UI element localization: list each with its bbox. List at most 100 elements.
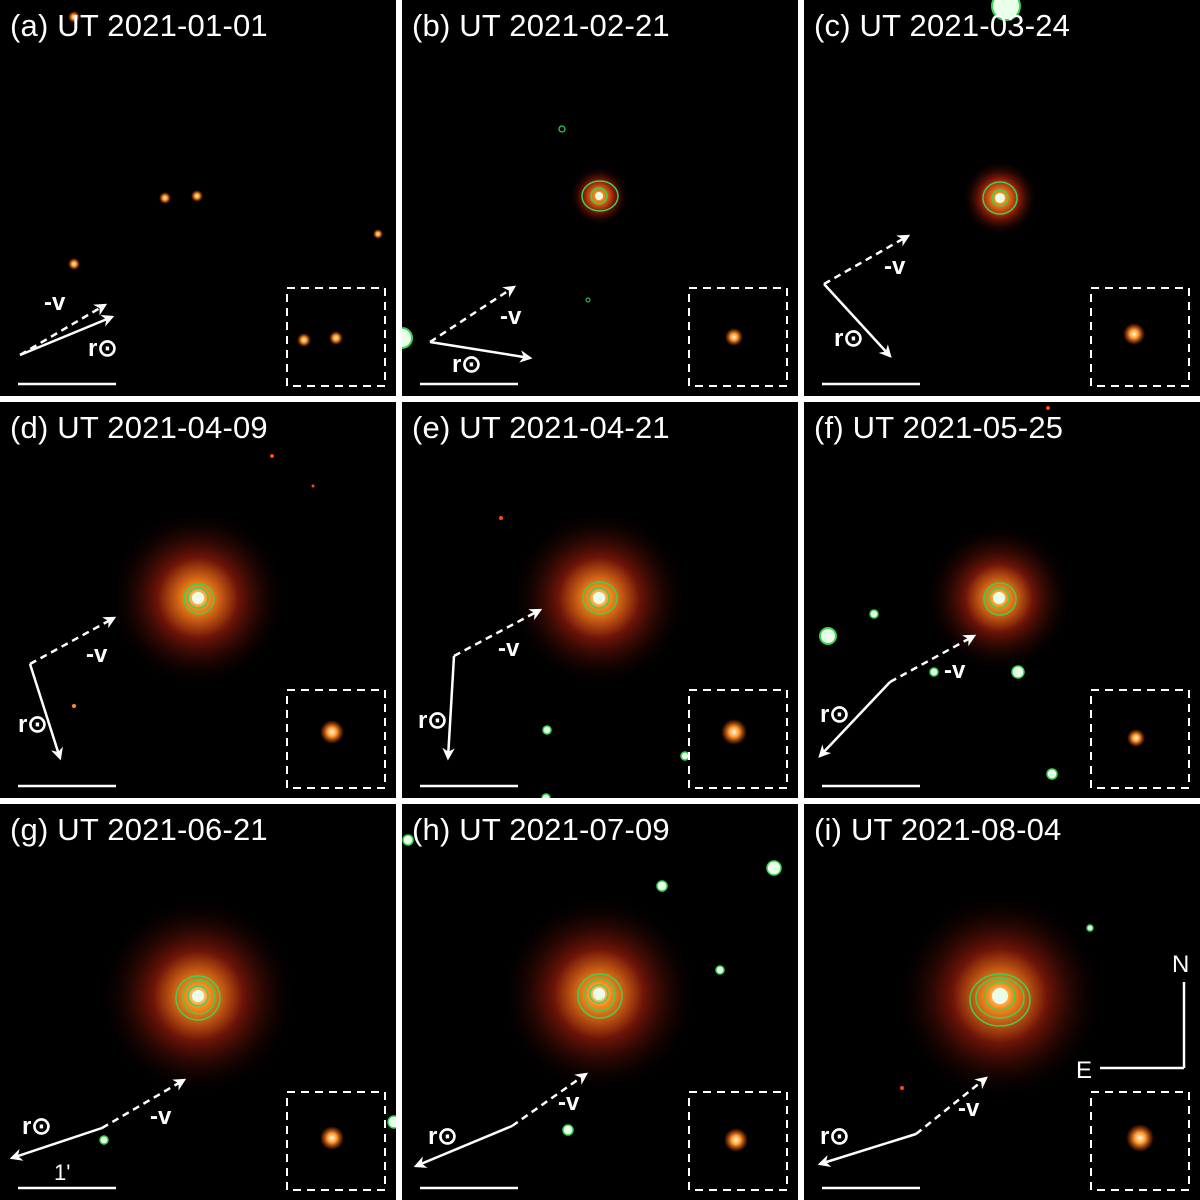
- velocity-label: -v: [958, 1095, 980, 1122]
- panel-g-date-label: (g) UT 2021-06-21: [10, 812, 268, 847]
- panel-e-date-label: (e) UT 2021-04-21: [412, 410, 670, 445]
- inset-comet: [1127, 729, 1145, 747]
- brightness-contour: [988, 587, 1010, 609]
- panel-e: -v r⊙ (e) UT 2021-04-21: [402, 402, 798, 798]
- brightness-contour: [183, 583, 215, 615]
- sun-direction-arrow: [429, 340, 533, 363]
- velocity-label: -v: [884, 253, 906, 280]
- star: [900, 1086, 904, 1090]
- inset-comet: [1123, 323, 1145, 345]
- inset-comet: [721, 719, 747, 745]
- brightness-contour: [582, 581, 618, 615]
- star: [869, 609, 879, 619]
- velocity-arrow: [823, 234, 911, 286]
- sun-direction-label: r⊙: [428, 1123, 457, 1150]
- star: [541, 793, 551, 798]
- inset-comet: [725, 328, 743, 346]
- velocity-arrow: [889, 634, 977, 684]
- velocity-label: -v: [500, 303, 522, 330]
- inset-box: [1090, 689, 1190, 789]
- panel-a: -v r⊙ (a) UT 2021-01-01: [0, 0, 396, 396]
- brightness-contour: [588, 587, 610, 609]
- inset-box: [286, 1091, 386, 1191]
- panel-h: -v r⊙ (h) UT 2021-07-09: [402, 804, 798, 1200]
- panel-g-image: -v r⊙ 1': [9, 896, 396, 1191]
- comet-nucleus: [995, 193, 1005, 203]
- velocity-arrow: [429, 285, 517, 344]
- star: [68, 11, 80, 23]
- inset-comet: [1126, 1124, 1154, 1152]
- sun-direction-label: r⊙: [88, 335, 117, 362]
- velocity-label: -v: [944, 657, 966, 684]
- star: [766, 860, 782, 876]
- panel-i: N E -v r⊙ (i) UT 2021-08-04: [804, 804, 1200, 1200]
- sun-direction-label: r⊙: [452, 351, 481, 378]
- sun-direction-label: r⊙: [834, 325, 863, 352]
- star: [656, 880, 668, 892]
- panel-d-date-label: (d) UT 2021-04-09: [10, 410, 268, 445]
- star: [991, 0, 1021, 21]
- brightness-contour: [182, 979, 216, 1015]
- star: [542, 725, 552, 735]
- comet-nucleus: [993, 592, 1005, 604]
- star: [402, 834, 414, 846]
- panel-d-image: -v r⊙: [18, 454, 386, 789]
- panel-c-date-label: (c) UT 2021-03-24: [814, 8, 1071, 43]
- inset-comet: [320, 1126, 344, 1150]
- comet-nucleus: [593, 592, 605, 604]
- star: [562, 1124, 574, 1136]
- inset-box: [688, 287, 788, 387]
- panel-b-date-label: (b) UT 2021-02-21: [412, 8, 670, 43]
- panel-f: -v r⊙ (f) UT 2021-05-25: [804, 402, 1200, 798]
- brightness-contour: [187, 985, 209, 1007]
- brightness-contour: [982, 181, 1018, 215]
- comet-nucleus: [192, 990, 204, 1002]
- panel-b-image: -v r⊙: [402, 125, 788, 387]
- star-contour: [558, 125, 566, 133]
- velocity-label: -v: [86, 641, 108, 668]
- star: [191, 190, 203, 202]
- inset-box: [688, 1091, 788, 1191]
- velocity-label: -v: [150, 1103, 172, 1130]
- star: [819, 627, 837, 645]
- star: [1046, 768, 1058, 780]
- comet-nucleus: [593, 988, 605, 1000]
- star: [68, 258, 80, 270]
- inset-box: [1090, 287, 1190, 387]
- velocity-arrow: [101, 1078, 187, 1130]
- sun-direction-label: r⊙: [22, 1113, 51, 1140]
- inset-box: [1090, 1091, 1190, 1191]
- star: [499, 516, 503, 520]
- brightness-contour: [975, 977, 1025, 1019]
- sun-direction-arrow: [823, 283, 892, 358]
- compass-east-label: E: [1076, 1057, 1092, 1084]
- inset-box: [286, 287, 386, 387]
- star: [311, 484, 315, 488]
- panel-f-image: -v r⊙: [818, 406, 1190, 789]
- inset-star: [297, 333, 311, 347]
- velocity-arrow: [19, 303, 108, 357]
- sun-direction-arrow: [818, 681, 891, 758]
- panel-b: -v r⊙ (b) UT 2021-02-21: [402, 0, 798, 396]
- panel-i-image: N E -v r⊙: [817, 891, 1190, 1191]
- brightness-contour: [969, 973, 1031, 1027]
- panel-h-image: -v r⊙: [402, 834, 788, 1191]
- panel-c-image: -v r⊙: [822, 0, 1190, 387]
- inset-comet: [724, 1128, 748, 1152]
- panel-a-image: -v r⊙: [18, 11, 386, 387]
- velocity-label: -v: [558, 1089, 580, 1116]
- panel-e-image: -v r⊙: [418, 508, 788, 798]
- star: [159, 192, 171, 204]
- comet-nucleus: [992, 988, 1008, 1004]
- star: [680, 751, 690, 761]
- brightness-contour: [589, 984, 609, 1004]
- sun-direction-arrow: [19, 315, 115, 357]
- velocity-arrow: [29, 616, 117, 666]
- panel-a-date-label: (a) UT 2021-01-01: [10, 8, 268, 43]
- sun-direction-label: r⊙: [820, 701, 849, 728]
- panel-h-date-label: (h) UT 2021-07-09: [412, 812, 670, 847]
- sun-direction-label: r⊙: [820, 1123, 849, 1150]
- velocity-arrow: [511, 1072, 589, 1128]
- velocity-arrow: [915, 1076, 988, 1135]
